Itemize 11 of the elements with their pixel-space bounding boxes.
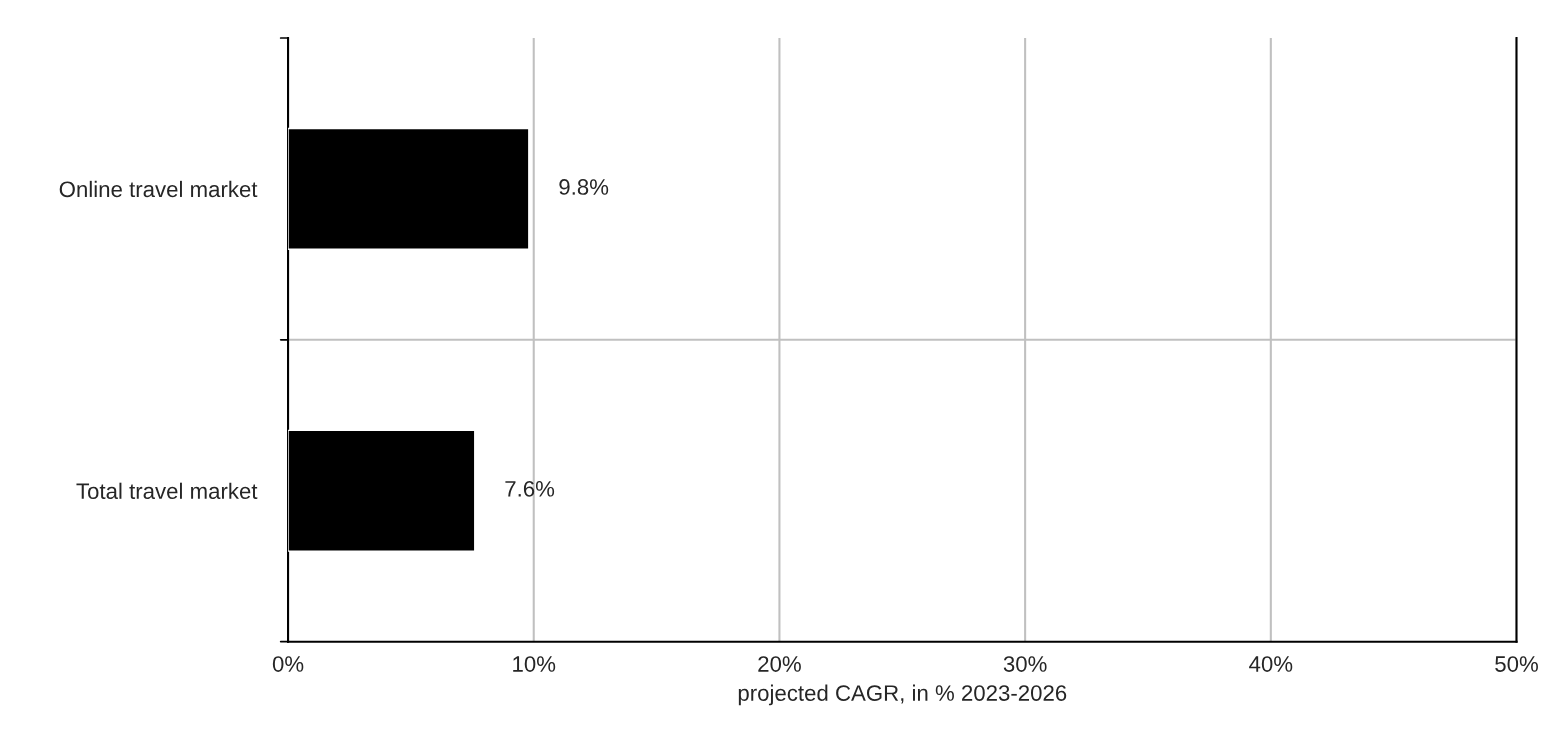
- x-axis-title: projected CAGR, in % 2023-2026: [738, 684, 1067, 706]
- x-tick-label: 10%: [513, 656, 556, 672]
- x-tick-label: 50%: [1495, 656, 1538, 672]
- data-label: 9.8%: [559, 179, 609, 195]
- y-tick-label: Online travel market: [59, 180, 258, 198]
- data-label: 7.6%: [505, 480, 555, 497]
- y-tick-label: Total travel market: [76, 482, 258, 500]
- x-tick-label: 0%: [272, 656, 304, 672]
- x-tick-label: 40%: [1249, 656, 1293, 672]
- x-tick-label: 20%: [758, 656, 801, 672]
- x-tick-label: 30%: [1003, 656, 1047, 672]
